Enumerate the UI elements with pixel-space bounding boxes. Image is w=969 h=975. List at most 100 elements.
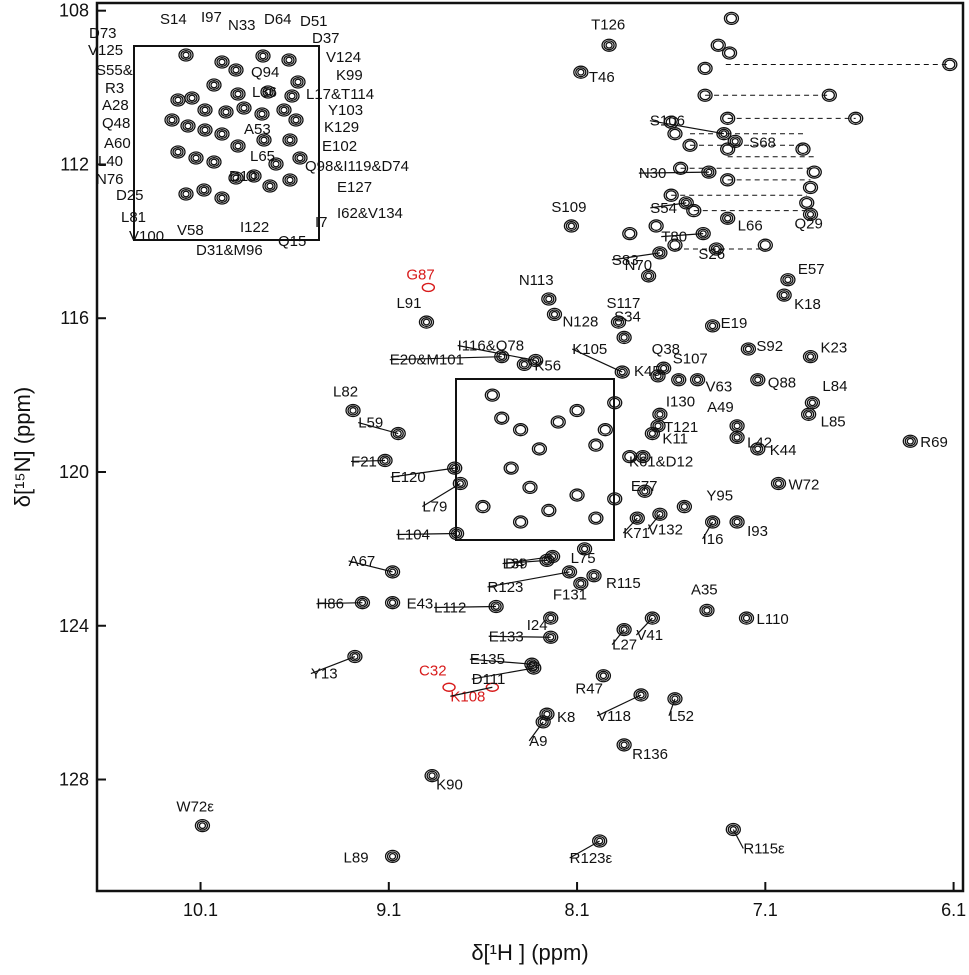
peak-label: Q88 bbox=[768, 375, 796, 392]
inset-peak-label: V58 bbox=[177, 222, 204, 239]
peak-label: L112 bbox=[434, 600, 466, 617]
peak-label: V132 bbox=[648, 521, 683, 538]
peak bbox=[576, 542, 593, 556]
peak bbox=[644, 611, 661, 625]
label-leader bbox=[650, 202, 687, 209]
label-leader bbox=[422, 483, 461, 508]
peak-label: K105 bbox=[572, 341, 607, 358]
peak-label: S83 bbox=[612, 252, 639, 269]
peak bbox=[723, 11, 740, 26]
label-leader bbox=[611, 252, 660, 261]
inset-peak bbox=[214, 191, 230, 205]
peak-label: S92 bbox=[756, 338, 783, 355]
peak bbox=[531, 442, 548, 456]
label-leader bbox=[434, 605, 497, 609]
zoom-region-box bbox=[455, 378, 615, 541]
peak-label: K8 bbox=[557, 709, 575, 726]
peak bbox=[689, 373, 706, 387]
peak bbox=[725, 822, 741, 837]
inset-peak-label: E127 bbox=[337, 179, 372, 196]
inset-peak-label: I122 bbox=[240, 219, 269, 236]
peak-label: I116&Q78 bbox=[458, 338, 524, 355]
inset-peak-label: L81 bbox=[121, 209, 146, 226]
peak bbox=[902, 434, 918, 448]
peak bbox=[699, 603, 715, 618]
peak bbox=[708, 242, 725, 256]
inset-peak bbox=[254, 107, 270, 121]
peak-label: N128 bbox=[562, 313, 598, 330]
peak-label: N70 bbox=[625, 257, 653, 274]
peak-label: T126 bbox=[591, 16, 625, 33]
inset-peak-label: D37 bbox=[312, 30, 340, 47]
peak-label: A9 bbox=[529, 733, 547, 750]
peak-label: L85 bbox=[821, 413, 846, 430]
peak-label: A49 bbox=[707, 399, 734, 416]
inset-peak bbox=[196, 183, 212, 197]
peak bbox=[652, 507, 668, 521]
peak bbox=[780, 273, 796, 287]
peak-label: E19 bbox=[721, 315, 748, 332]
y-tick-label: 116 bbox=[60, 308, 89, 328]
peak-label: L66 bbox=[738, 217, 763, 234]
peak bbox=[503, 461, 519, 475]
label-leader bbox=[457, 344, 536, 362]
plot-frame bbox=[95, 1, 965, 893]
peak bbox=[452, 476, 468, 491]
peak-label: L42 bbox=[747, 434, 772, 451]
peak-label: I24 bbox=[527, 617, 548, 634]
inset-peak bbox=[214, 55, 230, 69]
inset-peak-label: A60 bbox=[104, 135, 131, 152]
peak bbox=[541, 503, 557, 518]
peak bbox=[347, 649, 363, 664]
inset-peak bbox=[288, 113, 304, 127]
peak-unassigned bbox=[442, 682, 456, 692]
peak bbox=[635, 449, 651, 464]
peak bbox=[821, 88, 837, 102]
peak bbox=[676, 499, 693, 514]
label-leader bbox=[611, 629, 625, 645]
peak bbox=[541, 292, 557, 306]
inset-peak bbox=[178, 48, 194, 62]
inset-peak-label: Q48 bbox=[102, 115, 130, 132]
label-leader bbox=[469, 658, 532, 665]
inset-peak-label: Q94 bbox=[251, 64, 279, 81]
label-leader bbox=[702, 521, 714, 540]
peak-label: K44 bbox=[770, 442, 797, 459]
inset-peak-label: L36 bbox=[252, 84, 277, 101]
inset-peak bbox=[197, 123, 213, 137]
x-tick-label: 8.1 bbox=[565, 900, 590, 920]
peak-label: R115ε bbox=[743, 840, 785, 857]
peak-label: G87 bbox=[406, 266, 434, 283]
label-leader bbox=[638, 171, 709, 174]
inset-peak bbox=[228, 171, 244, 185]
peak bbox=[522, 480, 538, 495]
peak bbox=[622, 226, 638, 241]
inset-peak bbox=[236, 101, 252, 115]
peak-label: K71 bbox=[623, 525, 650, 542]
peak bbox=[573, 65, 589, 79]
peak bbox=[656, 361, 672, 375]
label-leader bbox=[396, 532, 457, 536]
peak bbox=[663, 188, 679, 202]
peak-label: I93 bbox=[747, 523, 768, 540]
inset-peak bbox=[218, 105, 234, 119]
peak bbox=[588, 511, 604, 525]
inset-peak bbox=[276, 103, 292, 117]
inset-peak-label: I62&V134 bbox=[337, 205, 403, 222]
inset-peak bbox=[262, 179, 278, 193]
peak bbox=[384, 565, 401, 579]
peak-label: E135 bbox=[470, 651, 505, 668]
label-leader bbox=[647, 513, 661, 530]
inset-peak bbox=[170, 145, 186, 159]
peak-label: K45 bbox=[634, 363, 661, 380]
peak bbox=[704, 319, 721, 333]
inset-peak bbox=[188, 151, 204, 165]
label-leader bbox=[528, 721, 544, 742]
peak-label: E20&M101 bbox=[390, 352, 464, 369]
label-leader bbox=[649, 120, 725, 135]
peak bbox=[588, 438, 604, 452]
inset-peak bbox=[164, 113, 180, 127]
